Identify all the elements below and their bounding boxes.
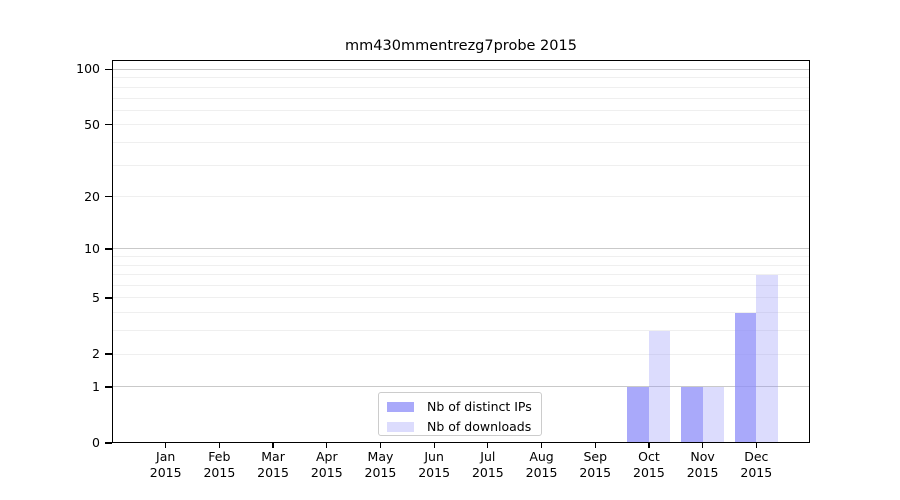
minor-gridline [112,109,810,111]
y-axis-tick-label: 0 [92,435,100,450]
legend-label-downloads: Nb of downloads [427,419,532,434]
minor-gridline [112,312,810,314]
bar-distinct-ips-dec [734,312,757,443]
x-axis-tick-label: Oct 2015 [618,449,680,480]
x-axis-tick [272,443,274,448]
major-gridline [112,248,810,250]
bar-distinct-ips-oct [627,386,649,443]
y-axis-tick [105,386,112,388]
x-axis-tick-label: Jun 2015 [403,449,465,480]
x-label-year: 2015 [579,464,612,480]
legend: Nb of distinct IPs Nb of downloads [378,392,542,436]
x-label-month: Aug [529,449,554,464]
x-label-month: Oct [638,449,660,464]
x-label-year: 2015 [471,464,504,480]
y-axis-tick-label: 20 [84,188,100,204]
x-axis-tick-label: Jan 2015 [135,449,197,480]
minor-gridline [112,264,810,266]
y-axis-tick [105,297,112,299]
y-axis-tick [105,195,112,198]
legend-label-distinct-ips: Nb of distinct IPs [427,399,532,414]
x-label-month: Mar [261,449,285,464]
x-axis-tick [701,443,704,448]
x-label-month: Nov [690,449,715,464]
x-axis-tick [165,443,167,448]
x-axis-tick-label: Jul 2015 [457,449,519,480]
minor-gridline [112,285,810,287]
x-axis-tick-label: May 2015 [349,449,411,480]
y-axis-tick-label: 50 [84,116,100,132]
x-label-year: 2015 [149,464,182,480]
y-axis-tick-label: 2 [92,346,100,362]
y-axis-tick-label: 10 [84,240,100,256]
legend-row-distinct-ips: Nb of distinct IPs [387,399,533,414]
minor-gridline [112,97,810,99]
minor-gridline [112,164,810,166]
bar-downloads-nov [702,386,725,443]
legend-swatch-distinct-ips [387,401,414,412]
x-axis-tick-label: Sep 2015 [564,449,626,480]
x-label-month: Jun [424,449,444,464]
major-gridline [112,68,810,70]
x-axis-tick-label: Nov 2015 [672,449,734,480]
legend-row-downloads: Nb of downloads [387,419,533,434]
x-label-month: Dec [744,449,769,464]
x-axis-tick [755,443,757,448]
y-axis-tick [105,442,112,444]
x-axis-tick-label: Mar 2015 [242,449,304,480]
minor-gridline [112,141,810,143]
minor-gridline [112,297,810,299]
minor-gridline [112,86,810,88]
y-axis-tick [105,353,112,355]
x-axis-tick [648,443,650,448]
y-axis-tick-label: 1 [92,378,100,394]
x-axis-tick [326,443,328,448]
x-axis-tick [433,443,435,448]
x-label-year: 2015 [203,464,236,480]
bar-distinct-ips-nov [681,386,703,443]
minor-gridline [112,77,810,79]
x-label-month: Sep [583,449,607,464]
bar-downloads-dec [756,274,778,443]
x-axis-tick [594,443,596,448]
x-label-year: 2015 [418,464,451,480]
x-label-year: 2015 [257,464,289,480]
x-axis-tick-label: Dec 2015 [725,449,787,480]
chart-title: mm430mmentrezg7probe 2015 [345,38,577,54]
x-label-year: 2015 [525,464,558,480]
minor-gridline [112,353,810,355]
x-axis-tick-label: Feb 2015 [188,449,250,480]
x-axis-tick-label: Aug 2015 [511,449,573,480]
plot-area [112,60,810,443]
minor-gridline [112,274,810,276]
x-axis-tick-label: Apr 2015 [296,449,358,480]
minor-gridline [112,124,810,126]
y-axis-tick-label: 5 [92,289,100,305]
minor-gridline [112,330,810,332]
y-axis-tick-label: 100 [76,61,100,77]
minor-gridline [112,196,810,198]
x-label-year: 2015 [740,464,773,480]
x-label-month: Jan [156,449,176,464]
x-axis-tick [540,443,543,448]
bar-downloads-oct [648,330,671,443]
x-label-year: 2015 [310,464,343,480]
x-label-year: 2015 [686,464,719,480]
legend-swatch-downloads [387,421,414,432]
x-axis-tick [218,443,221,448]
x-axis-tick [487,443,489,448]
y-axis-tick [105,248,112,250]
x-label-month: May [367,449,394,464]
x-label-month: Apr [315,449,338,464]
x-axis-tick [379,443,382,448]
minor-gridline [112,256,810,258]
x-label-year: 2015 [364,464,397,480]
x-label-month: Feb [208,449,231,464]
major-gridline [112,386,810,388]
y-axis-tick [105,124,112,126]
y-axis-tick [105,68,112,71]
x-label-month: Jul [480,449,496,464]
x-label-year: 2015 [633,464,665,480]
